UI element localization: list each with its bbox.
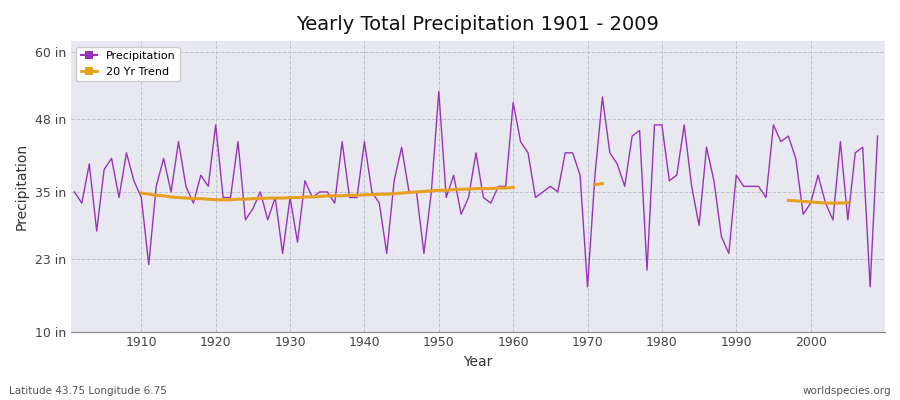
Text: worldspecies.org: worldspecies.org [803,386,891,396]
Legend: Precipitation, 20 Yr Trend: Precipitation, 20 Yr Trend [76,47,180,81]
Title: Yearly Total Precipitation 1901 - 2009: Yearly Total Precipitation 1901 - 2009 [296,15,660,34]
Text: Latitude 43.75 Longitude 6.75: Latitude 43.75 Longitude 6.75 [9,386,166,396]
X-axis label: Year: Year [464,355,492,369]
Y-axis label: Precipitation: Precipitation [15,143,29,230]
